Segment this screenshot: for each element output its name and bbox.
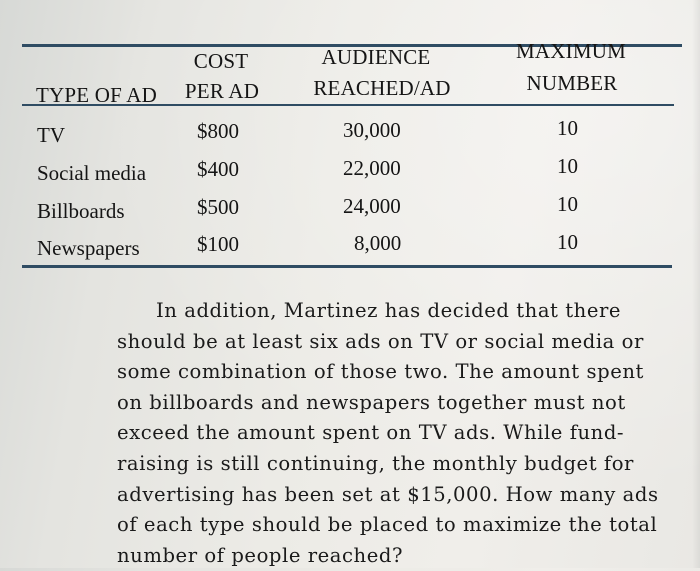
problem-paragraph: In addition, Martinez has decided that t… bbox=[117, 296, 662, 571]
cell-audience: 30,000 bbox=[343, 118, 401, 142]
cell-type: Billboards bbox=[37, 199, 125, 223]
cell-type: Social media bbox=[37, 161, 147, 185]
cell-max: 10 bbox=[557, 230, 578, 254]
header-audience-line2: REACHED/AD bbox=[313, 76, 451, 100]
paragraph-line: should be at least six ads on TV or soci… bbox=[117, 329, 644, 353]
cell-max: 10 bbox=[557, 192, 578, 216]
table-bottom-rule bbox=[22, 265, 672, 268]
cell-cost: $100 bbox=[197, 232, 239, 256]
paragraph-line: In addition, Martinez has decided that t… bbox=[156, 299, 622, 322]
paragraph-line: advertising has been set at $15,000. How… bbox=[117, 482, 659, 506]
cell-cost: $400 bbox=[197, 157, 239, 181]
header-cost-line1: COST bbox=[193, 49, 249, 73]
table-top-rule bbox=[22, 44, 682, 47]
paragraph-line: on billboards and newspapers together mu… bbox=[117, 390, 626, 414]
header-audience-line1: AUDIENCE bbox=[321, 45, 431, 69]
paragraph-line: raising is still continuing, the monthly… bbox=[117, 451, 634, 475]
page-edge-shadow bbox=[692, 0, 700, 568]
header-cost-line2: PER AD bbox=[184, 79, 260, 103]
cell-audience: 8,000 bbox=[354, 231, 402, 255]
header-maximum-line2: NUMBER bbox=[526, 71, 618, 95]
paragraph-line: some combination of those two. The amoun… bbox=[117, 360, 644, 384]
header-maximum-line1: MAXIMUM bbox=[516, 39, 626, 63]
paragraph-line: exceed the amount spent on TV ads. While… bbox=[117, 421, 625, 445]
cell-audience: 22,000 bbox=[343, 156, 401, 180]
paragraph-line: number of people reached? bbox=[117, 543, 404, 567]
table-header-rule bbox=[22, 104, 674, 106]
cell-type: Newspapers bbox=[37, 236, 140, 260]
cell-audience: 24,000 bbox=[343, 194, 401, 218]
cell-cost: $800 bbox=[197, 119, 239, 143]
paragraph-line: of each type should be placed to maximiz… bbox=[117, 513, 658, 537]
header-type-of-ad: TYPE OF AD bbox=[36, 83, 158, 107]
cell-max: 10 bbox=[557, 116, 578, 140]
cell-max: 10 bbox=[557, 154, 578, 178]
cell-type: TV bbox=[37, 123, 65, 147]
cell-cost: $500 bbox=[197, 195, 239, 219]
